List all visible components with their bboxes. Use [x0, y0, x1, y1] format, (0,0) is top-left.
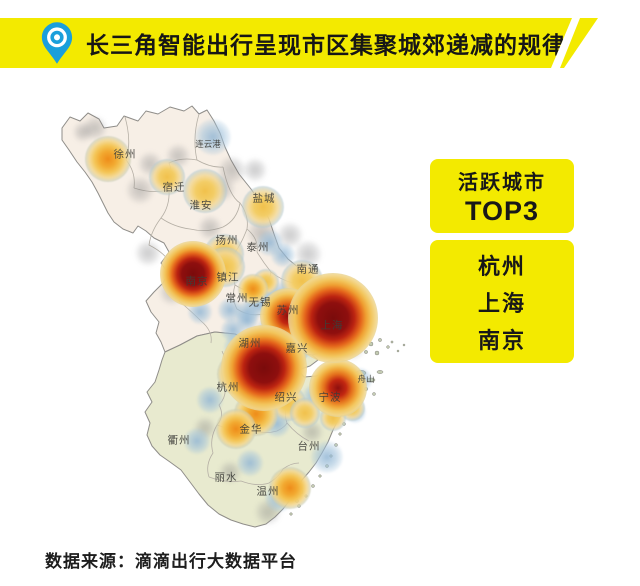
city-label: 苏州 [276, 304, 300, 317]
city-label: 泰州 [246, 241, 270, 254]
heat-blob [73, 122, 93, 142]
city-label: 镇江 [216, 271, 240, 284]
city-label: 连云港 [195, 139, 221, 149]
city-label: 杭州 [216, 381, 240, 394]
city-label: 淮安 [189, 199, 213, 212]
city-label: 湖州 [238, 337, 262, 350]
city-label: 扬州 [215, 234, 239, 247]
active-cities-top3-box: 活跃城市 TOP3 [430, 159, 574, 233]
heat-blob [269, 467, 311, 509]
city-label: 金华 [239, 423, 263, 436]
heat-blob [311, 441, 343, 473]
heat-blob [195, 119, 231, 155]
city-label: 温州 [256, 485, 280, 498]
page-title: 长三角智能出行呈现市区集聚城郊递减的规律 [86, 32, 566, 58]
heat-blob [160, 241, 226, 307]
city-label: 嘉兴 [285, 342, 309, 355]
heat-blob [184, 428, 210, 454]
heat-blob [85, 136, 131, 182]
city-label: 舟山 [357, 374, 375, 384]
heat-blob [197, 387, 223, 413]
top-city-2: 上海 [477, 290, 526, 316]
heat-blob [288, 273, 378, 363]
top-city-3: 南京 [477, 327, 526, 353]
city-label: 无锡 [248, 296, 272, 309]
city-label: 徐州 [113, 148, 137, 161]
heat-blob [242, 186, 284, 228]
city-label: 台州 [297, 440, 321, 453]
city-label: 南通 [296, 263, 320, 276]
city-label: 盐城 [252, 192, 276, 205]
heat-blob [219, 461, 241, 483]
top3-city-list-box: 杭州 上海 南京 [430, 240, 574, 363]
heat-blob [149, 159, 185, 195]
heat-blob [238, 274, 268, 304]
city-label: 宁波 [318, 391, 342, 404]
heat-blob [309, 359, 367, 417]
heat-blob [221, 325, 307, 411]
city-label: 南京 [185, 275, 209, 288]
heat-blob [243, 158, 267, 182]
city-label: 绍兴 [274, 391, 298, 404]
data-source-note: 数据来源：滴滴出行大数据平台 [45, 552, 297, 571]
heat-blob [216, 409, 256, 449]
location-pin-icon [41, 22, 73, 64]
heat-blob [135, 240, 161, 266]
city-label: 上海 [320, 319, 344, 332]
city-label: 衢州 [167, 434, 191, 447]
header-banner: 长三角智能出行呈现市区集聚城郊递减的规律 [0, 18, 572, 68]
top-city-1: 杭州 [477, 253, 526, 279]
city-label: 常州 [225, 292, 249, 305]
heat-blob [237, 450, 263, 476]
city-label: 丽水 [214, 471, 238, 484]
active-cities-label: 活跃城市 [458, 171, 546, 194]
city-label: 宿迁 [162, 181, 186, 194]
top3-label: TOP3 [464, 195, 540, 226]
heat-blob [183, 169, 227, 213]
